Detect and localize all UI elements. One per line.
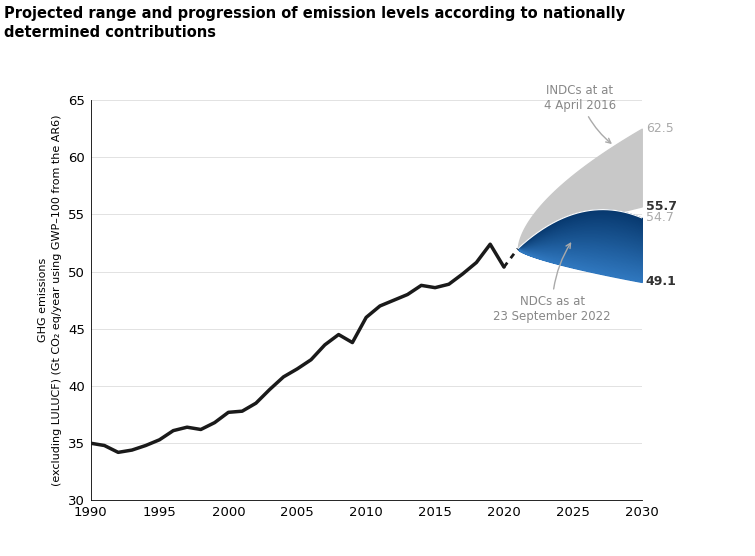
Text: 49.1: 49.1 [646, 275, 676, 289]
Text: Projected range and progression of emission levels according to nationally
deter: Projected range and progression of emiss… [4, 6, 625, 41]
Text: INDCs at at
4 April 2016: INDCs at at 4 April 2016 [544, 83, 616, 143]
Y-axis label: GHG emissions
(excluding LULUCF) (Gt CO₂ eq/year using GWP–100 from the AR6): GHG emissions (excluding LULUCF) (Gt CO₂… [39, 115, 63, 486]
Text: 54.7: 54.7 [646, 211, 673, 225]
Text: NDCs as at
23 September 2022: NDCs as at 23 September 2022 [493, 244, 611, 322]
Text: 62.5: 62.5 [646, 122, 673, 135]
Text: 55.7: 55.7 [646, 200, 677, 213]
